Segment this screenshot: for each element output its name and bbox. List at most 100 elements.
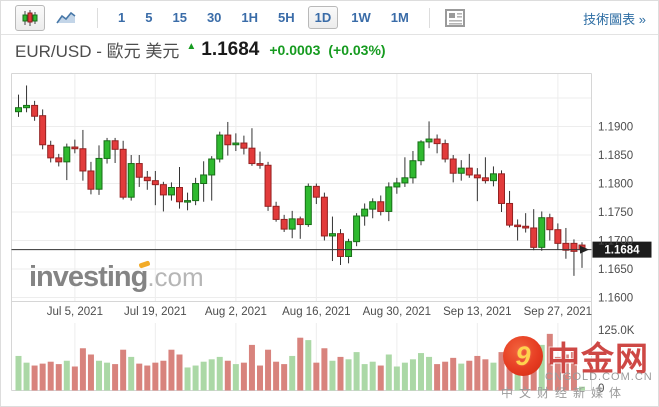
timeframe-1D[interactable]: 1D xyxy=(307,6,339,29)
timeframe-group: 1 5 15 30 1H 5H 1D 1W 1M xyxy=(108,6,419,29)
candle-body xyxy=(457,167,465,174)
volume-bar xyxy=(393,366,400,391)
current-price-badge-label: 1.1684 xyxy=(604,245,640,257)
toolbar-divider xyxy=(97,7,98,28)
candle-body xyxy=(296,218,304,226)
cngold-logo-icon: 9 xyxy=(503,336,543,376)
candle-body xyxy=(425,138,433,143)
candle-body xyxy=(393,182,401,188)
volume-bar xyxy=(409,359,416,391)
volume-bar xyxy=(426,356,433,391)
volume-bar xyxy=(160,360,167,391)
timeframe-15[interactable]: 15 xyxy=(172,10,187,25)
volume-bar xyxy=(313,362,320,391)
volume-bar xyxy=(168,349,175,391)
technical-chart-link[interactable]: 技術圖表 » xyxy=(583,12,646,27)
date-axis-label: Sep 27, 2021 xyxy=(524,306,592,318)
volume-bar xyxy=(71,366,78,391)
price-axis-label: 1.1650 xyxy=(598,264,633,276)
candle-body xyxy=(304,185,312,226)
price-axis-label: 1.1700 xyxy=(598,236,633,248)
candle-body xyxy=(200,174,208,185)
price-axis-label: 1.1600 xyxy=(598,293,633,305)
volume-bar xyxy=(353,352,360,391)
candle-body xyxy=(473,174,481,179)
candle-body xyxy=(119,148,127,198)
timeframe-5[interactable]: 5 xyxy=(145,10,153,25)
volume-bar xyxy=(184,367,191,391)
volume-bar xyxy=(434,364,441,391)
volume-axis-max-label: 125.0K xyxy=(598,325,635,337)
volume-bar xyxy=(232,364,239,391)
date-axis-label: Jul 19, 2021 xyxy=(124,306,187,318)
price-axis-label: 1.1800 xyxy=(598,179,633,191)
volume-bar xyxy=(562,354,569,391)
candle-body xyxy=(95,157,103,190)
candle-body xyxy=(337,233,344,257)
volume-bar xyxy=(96,360,102,391)
candlestick-chart-button[interactable] xyxy=(15,4,45,31)
volume-bar xyxy=(31,365,38,391)
volume-bar xyxy=(192,365,199,391)
candle-body xyxy=(514,224,522,228)
candle-body xyxy=(538,217,546,248)
volume-bar xyxy=(208,359,215,391)
candle-body xyxy=(240,142,248,149)
cngold-title: 中金网 xyxy=(547,340,649,377)
volume-bar xyxy=(554,356,561,391)
candle-body xyxy=(570,242,578,252)
date-axis-label: Sep 13, 2021 xyxy=(443,306,511,318)
timeframe-1W[interactable]: 1W xyxy=(351,10,371,25)
toolbar-divider-2 xyxy=(428,7,430,28)
candle-body xyxy=(546,217,554,231)
candle-body xyxy=(530,227,538,248)
candle-body xyxy=(55,157,63,163)
candle-body xyxy=(248,147,256,165)
volume-bar xyxy=(474,355,481,391)
timeframe-1[interactable]: 1 xyxy=(118,10,126,25)
current-price-badge xyxy=(592,241,652,258)
candle-body xyxy=(143,176,151,182)
candle-body xyxy=(264,164,272,207)
volume-bar xyxy=(47,361,54,391)
timeframe-30[interactable]: 30 xyxy=(206,10,222,25)
volume-bar xyxy=(63,360,70,391)
volume-bar xyxy=(570,348,577,391)
timeframe-5H[interactable]: 5H xyxy=(278,10,295,25)
candle-body xyxy=(159,184,167,196)
line-chart-icon xyxy=(56,11,76,24)
candle-body xyxy=(31,104,39,117)
candle-body xyxy=(192,183,200,202)
volume-bar xyxy=(265,349,272,391)
candle-body xyxy=(369,201,377,210)
instrument-header: EUR/USD - 歐元 美元 ▲ 1.1684 +0.0003 (+0.03%… xyxy=(1,35,658,64)
timeframe-1H[interactable]: 1H xyxy=(241,10,259,25)
volume-bar xyxy=(538,344,545,391)
candle-body xyxy=(79,148,87,172)
candle-body xyxy=(562,242,570,251)
candle-body xyxy=(224,134,232,146)
line-chart-button[interactable] xyxy=(51,5,81,31)
candle-body xyxy=(506,202,514,226)
news-panel-button[interactable] xyxy=(440,5,470,31)
volume-bar xyxy=(498,352,505,391)
candle-body xyxy=(184,200,192,203)
volume-bar xyxy=(144,365,151,391)
chart-toolbar: 1 5 15 30 1H 5H 1D 1W 1M 技術圖表 » xyxy=(1,1,658,35)
candle-body xyxy=(345,241,353,257)
candle-body xyxy=(176,187,183,203)
volume-bar xyxy=(224,360,231,391)
timeframe-1M[interactable]: 1M xyxy=(390,10,409,25)
last-candle-arrow-icon xyxy=(580,245,589,254)
volume-bar xyxy=(23,362,30,391)
candle-body xyxy=(15,107,22,113)
candle-body xyxy=(377,201,385,212)
candle-body xyxy=(433,138,441,145)
cngold-domain: CNGOLD.COM.CN xyxy=(545,371,653,383)
volume-bar xyxy=(490,362,497,391)
candle-body xyxy=(103,140,111,159)
candle-body xyxy=(328,233,336,237)
volume-bar xyxy=(450,357,457,391)
candle-body xyxy=(481,177,489,182)
